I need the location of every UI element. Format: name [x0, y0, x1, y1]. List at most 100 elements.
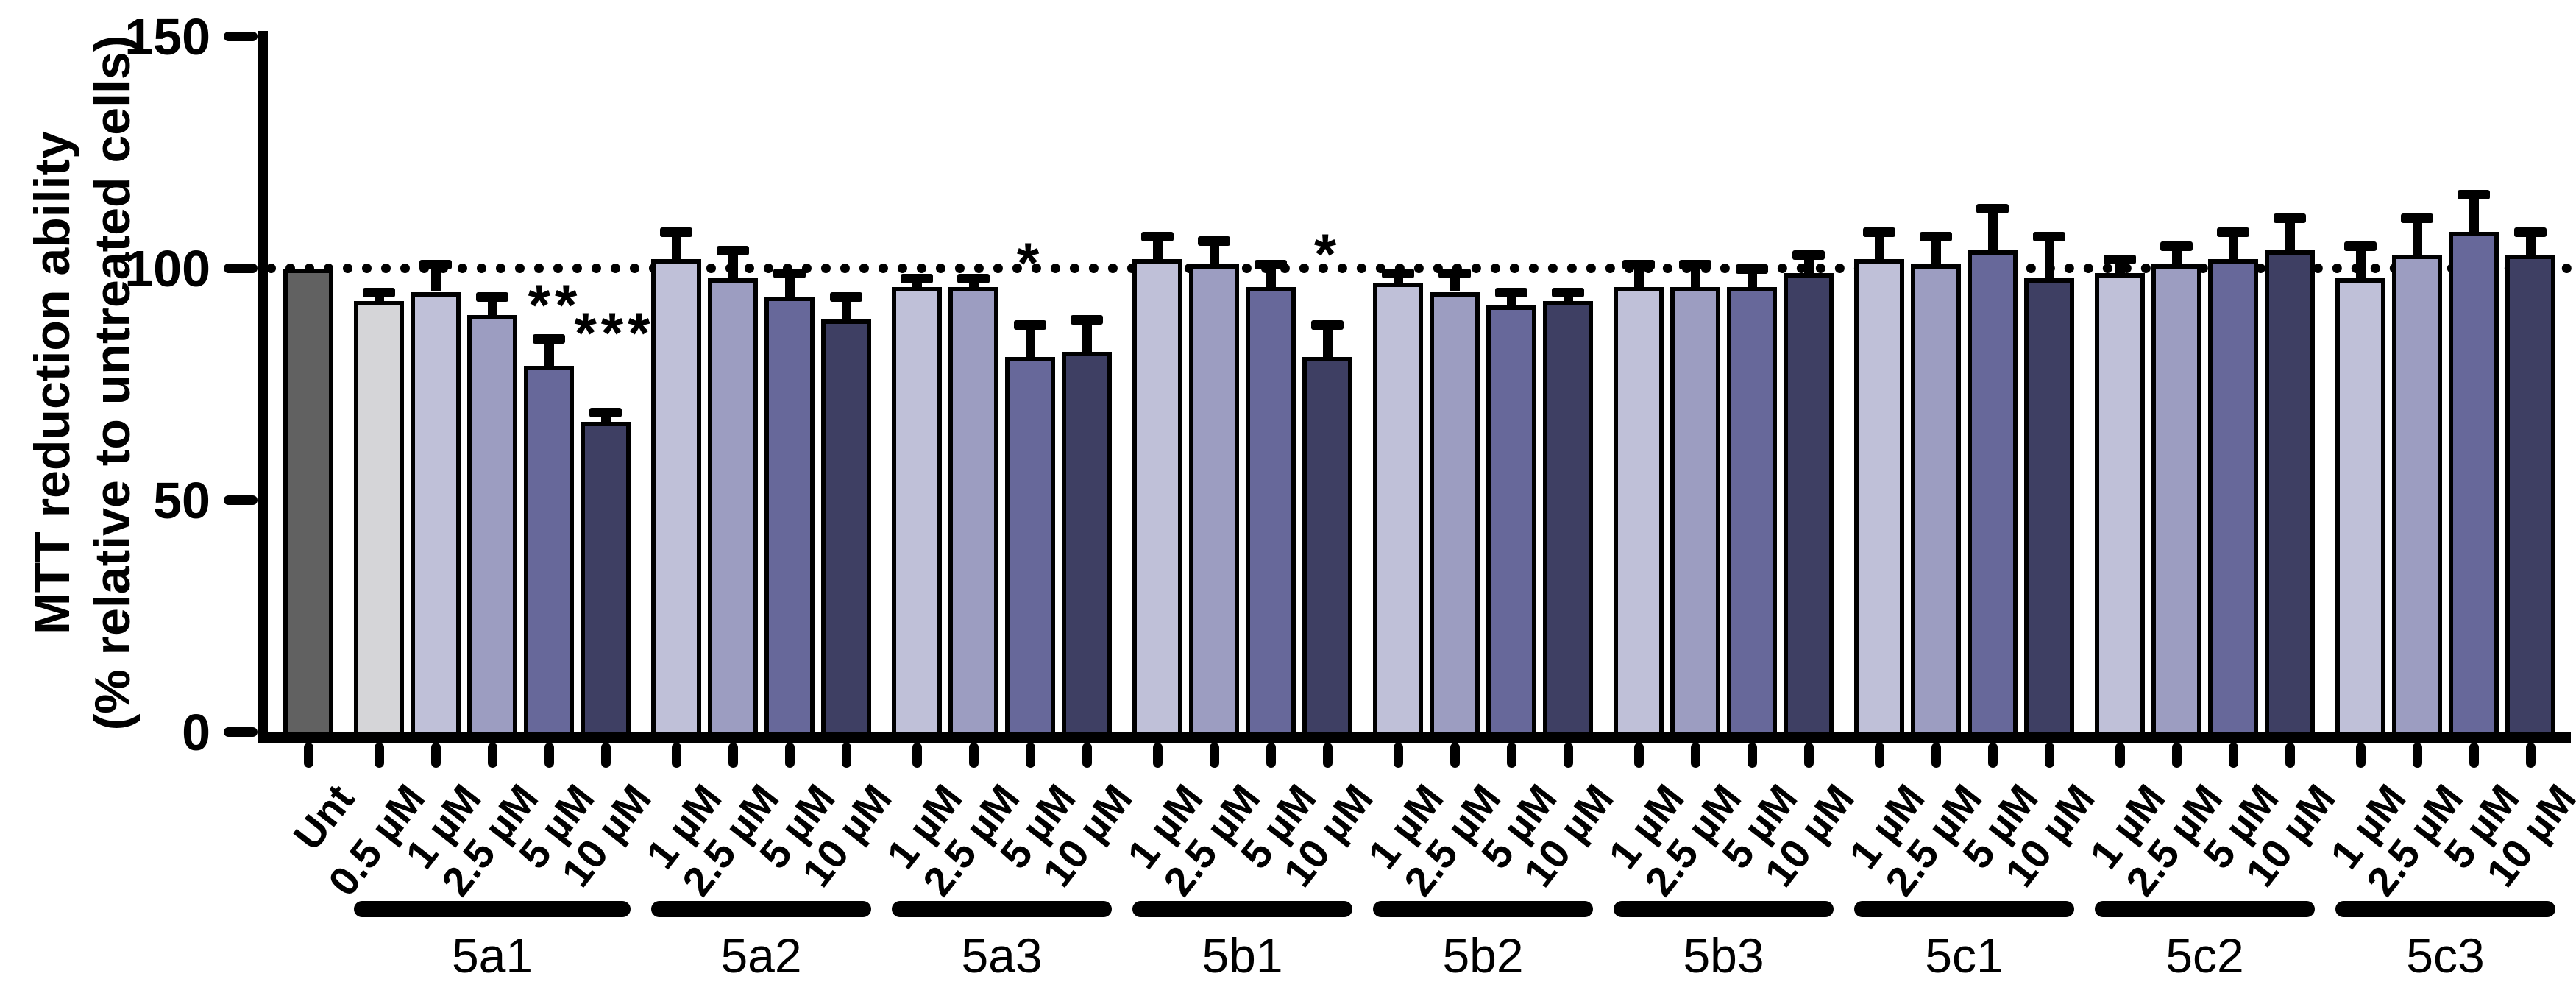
bar-5a2-5 µM — [764, 296, 815, 737]
group-underline-5a1 — [354, 901, 631, 917]
bar-5b3-1 µM — [1614, 287, 1664, 737]
error-bar-line — [544, 338, 554, 367]
error-bar-cap — [2514, 227, 2547, 237]
group-underline-5b3 — [1614, 901, 1834, 917]
bar-5a3-2.5 µM — [948, 287, 998, 737]
y-tick — [224, 495, 258, 505]
x-tick — [1803, 743, 1814, 768]
x-tick — [1506, 743, 1516, 768]
error-bar-line — [2469, 194, 2479, 232]
bar-5c2-5 µM — [2208, 259, 2258, 737]
group-label-5c3: 5c3 — [2406, 928, 2485, 983]
error-bar-line — [1209, 241, 1219, 264]
bar-5a1-0.5 µM — [354, 301, 404, 737]
bar-5b3-2.5 µM — [1670, 287, 1720, 737]
bar-5c2-1 µM — [2095, 273, 2145, 737]
error-bar-line — [1025, 324, 1035, 357]
group-label-5c1: 5c1 — [1925, 928, 2004, 983]
error-bar-cap — [1014, 319, 1046, 330]
error-bar-cap — [2217, 227, 2249, 237]
error-bar-cap — [1198, 236, 1230, 247]
x-tick — [728, 743, 738, 768]
error-bar-cap — [2160, 241, 2193, 251]
error-bar-cap — [1438, 269, 1471, 279]
error-bar-cap — [1311, 319, 1344, 330]
x-tick — [2355, 743, 2366, 768]
x-tick — [2412, 743, 2422, 768]
bar-unt-Unt — [283, 269, 333, 737]
error-bar-line — [1633, 264, 1644, 288]
x-tick — [2469, 743, 2479, 768]
error-bar-line — [1874, 231, 1884, 260]
error-bar-cap — [1863, 227, 1895, 237]
bar-5b3-5 µM — [1727, 287, 1777, 737]
bar-5a1-10 µM — [581, 421, 631, 737]
y-axis-line — [258, 31, 268, 743]
x-tick — [1393, 743, 1403, 768]
error-bar-line — [430, 264, 441, 292]
group-label-5b2: 5b2 — [1442, 928, 1524, 983]
bar-5c3-2.5 µM — [2392, 255, 2442, 737]
x-tick — [430, 743, 441, 768]
bar-5a2-2.5 µM — [708, 278, 758, 737]
x-tick — [544, 743, 554, 768]
bar-5c2-2.5 µM — [2151, 264, 2201, 737]
error-bar-cap — [476, 291, 508, 302]
error-bar-line — [2355, 245, 2366, 278]
x-tick — [1082, 743, 1092, 768]
error-bar-cap — [957, 273, 990, 283]
x-tick — [1874, 743, 1884, 768]
error-bar-line — [2044, 236, 2054, 278]
x-tick — [1633, 743, 1644, 768]
bar-5b2-5 µM — [1486, 305, 1536, 737]
x-tick — [1152, 743, 1163, 768]
y-tick — [224, 727, 258, 737]
y-tick-label: 100 — [124, 240, 210, 297]
x-tick — [1563, 743, 1573, 768]
error-bar-cap — [2274, 213, 2306, 223]
error-bar-cap — [660, 227, 692, 237]
bar-5b1-5 µM — [1246, 287, 1296, 737]
error-bar-cap — [1920, 231, 1952, 241]
x-tick — [1209, 743, 1219, 768]
error-bar-line — [2412, 217, 2422, 255]
error-bar-cap — [533, 333, 565, 344]
bar-5c1-1 µM — [1854, 259, 1904, 737]
group-underline-5b2 — [1373, 901, 1593, 917]
error-bar-line — [2525, 231, 2536, 255]
bar-5c1-2.5 µM — [1911, 264, 1961, 737]
bar-5b1-2.5 µM — [1189, 264, 1239, 737]
group-underline-5c3 — [2335, 901, 2555, 917]
error-bar-line — [784, 273, 795, 297]
x-tick — [1450, 743, 1460, 768]
x-tick — [1266, 743, 1276, 768]
error-bar-line — [2228, 231, 2238, 260]
bar-5b2-2.5 µM — [1430, 291, 1480, 737]
group-underline-5a2 — [651, 901, 871, 917]
error-bar-cap — [1792, 250, 1825, 261]
error-bar-line — [1322, 324, 1333, 357]
bar-5b1-1 µM — [1132, 259, 1182, 737]
x-tick — [487, 743, 497, 768]
group-underline-5c1 — [1854, 901, 2074, 917]
bar-5c3-5 µM — [2449, 231, 2499, 737]
error-bar-cap — [2458, 190, 2490, 200]
y-tick — [224, 264, 258, 273]
bar-5a1-5 µM — [524, 366, 574, 737]
x-tick — [1747, 743, 1757, 768]
group-underline-5a3 — [892, 901, 1112, 917]
error-bar-cap — [1255, 259, 1287, 269]
error-bar-line — [1931, 236, 1941, 264]
x-tick — [968, 743, 979, 768]
x-tick — [912, 743, 922, 768]
bar-5b1-10 µM — [1302, 356, 1352, 737]
bar-5c1-5 µM — [1968, 250, 2018, 737]
x-tick — [2115, 743, 2125, 768]
significance-stars: * — [1313, 221, 1341, 286]
error-bar-cap — [830, 291, 862, 302]
group-underline-5c2 — [2095, 901, 2315, 917]
x-tick — [1690, 743, 1700, 768]
x-tick — [600, 743, 611, 768]
bar-5a1-1 µM — [411, 291, 461, 737]
bar-5c3-1 µM — [2335, 278, 2385, 737]
